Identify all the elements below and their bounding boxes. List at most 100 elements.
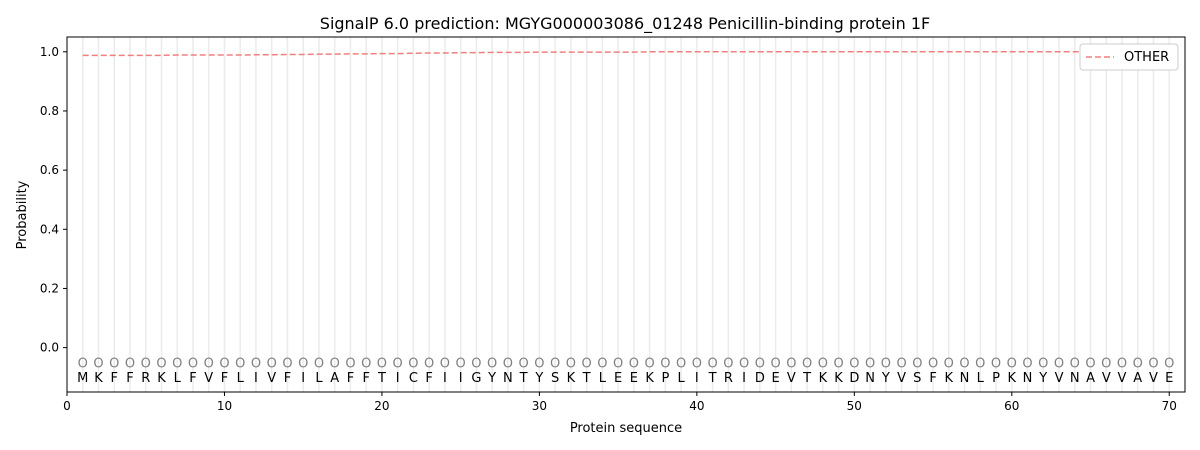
plot-frame [66,36,1186,393]
residue-label: L [315,371,323,386]
residue-label: P [992,371,1000,386]
predicted-label: O [770,356,780,371]
residue-label: V [267,371,276,386]
residue-label: V [787,371,796,386]
predicted-label: O [865,356,875,371]
predicted-label: O [534,356,544,371]
residue-label: N [960,371,970,386]
residue-label: I [443,371,447,386]
residue-label: E [614,371,622,386]
predicted-label: O [739,356,749,371]
residue-label: F [347,371,354,386]
y-tick-label: 0.4 [40,222,59,236]
predicted-label: O [93,356,103,371]
residue-label: F [189,371,196,386]
chart-title: SignalP 6.0 prediction: MGYG000003086_01… [320,14,930,34]
predicted-label: O [393,356,403,371]
y-tick-label: 0.8 [40,104,59,118]
predicted-label: O [629,356,639,371]
x-tick-label: 20 [374,399,389,413]
residue-label: R [141,371,150,386]
predicted-label: O [109,356,119,371]
predicted-label: O [975,356,985,371]
residue-label: N [1070,371,1080,386]
y-tick-label: 1.0 [40,45,59,59]
residue-label: T [582,371,591,386]
predicted-label: O [298,356,308,371]
residue-label: E [1165,371,1173,386]
residue-label: Y [487,371,496,386]
predicted-label: O [314,356,324,371]
y-tick-label: 0.0 [40,341,59,355]
predicted-label: O [896,356,906,371]
residue-label: T [519,371,528,386]
residue-label: F [929,371,936,386]
residue-label: N [503,371,513,386]
predicted-label: O [566,356,576,371]
predicted-label: O [519,356,529,371]
predicted-label: O [944,356,954,371]
predicted-label: O [440,356,450,371]
residue-label: F [221,371,228,386]
predicted-label: O [156,356,166,371]
residue-label: L [174,371,182,386]
predicted-label: O [1164,356,1174,371]
residue-label: L [237,371,245,386]
residue-label: V [1118,371,1127,386]
predicted-label: O [330,356,340,371]
predicted-label: O [818,356,828,371]
predicted-label: O [1054,356,1064,371]
predicted-label: O [471,356,481,371]
y-tick-label: 0.6 [40,163,59,177]
residue-label: K [645,371,654,386]
residue-label: D [849,371,859,386]
predicted-label: O [141,356,151,371]
residue-label: T [802,371,811,386]
predicted-label: O [1038,356,1048,371]
predicted-label: O [456,356,466,371]
residue-label: K [157,371,166,386]
residue-label: F [362,371,369,386]
predicted-label: O [1070,356,1080,371]
predicted-label: O [1133,356,1143,371]
residue-label: E [630,371,638,386]
predicted-label: O [613,356,623,371]
predicted-label: O [503,356,513,371]
predicted-label: O [833,356,843,371]
x-tick-label: 70 [1162,399,1177,413]
predicted-label: O [251,356,261,371]
predicted-label: O [755,356,765,371]
residue-label: I [742,371,746,386]
predicted-label: O [1117,356,1127,371]
residue-label: F [284,371,291,386]
predicted-label: O [881,356,891,371]
predicted-label: O [1022,356,1032,371]
residue-label: K [567,371,576,386]
residue-label: D [755,371,765,386]
predicted-label: O [204,356,214,371]
residue-label: I [695,371,699,386]
predicted-label: O [707,356,717,371]
predicted-label: O [676,356,686,371]
predicted-label: O [487,356,497,371]
residue-label: K [945,371,954,386]
residue-label: E [771,371,779,386]
residue-label: Y [1038,371,1047,386]
residue-label: K [834,371,843,386]
x-tick-label: 0 [63,399,71,413]
predicted-label: O [582,356,592,371]
residue-label: T [708,371,717,386]
predicted-label: O [188,356,198,371]
residue-label: I [396,371,400,386]
predicted-label: O [172,356,182,371]
residue-label: R [724,371,733,386]
residue-label: C [409,371,418,386]
predicted-label: O [377,356,387,371]
predicted-label: O [267,356,277,371]
legend: OTHER [1079,43,1179,71]
residue-label: N [865,371,875,386]
predicted-label: O [1085,356,1095,371]
residue-label: Y [881,371,890,386]
residue-label: P [661,371,669,386]
predicted-label: O [235,356,245,371]
